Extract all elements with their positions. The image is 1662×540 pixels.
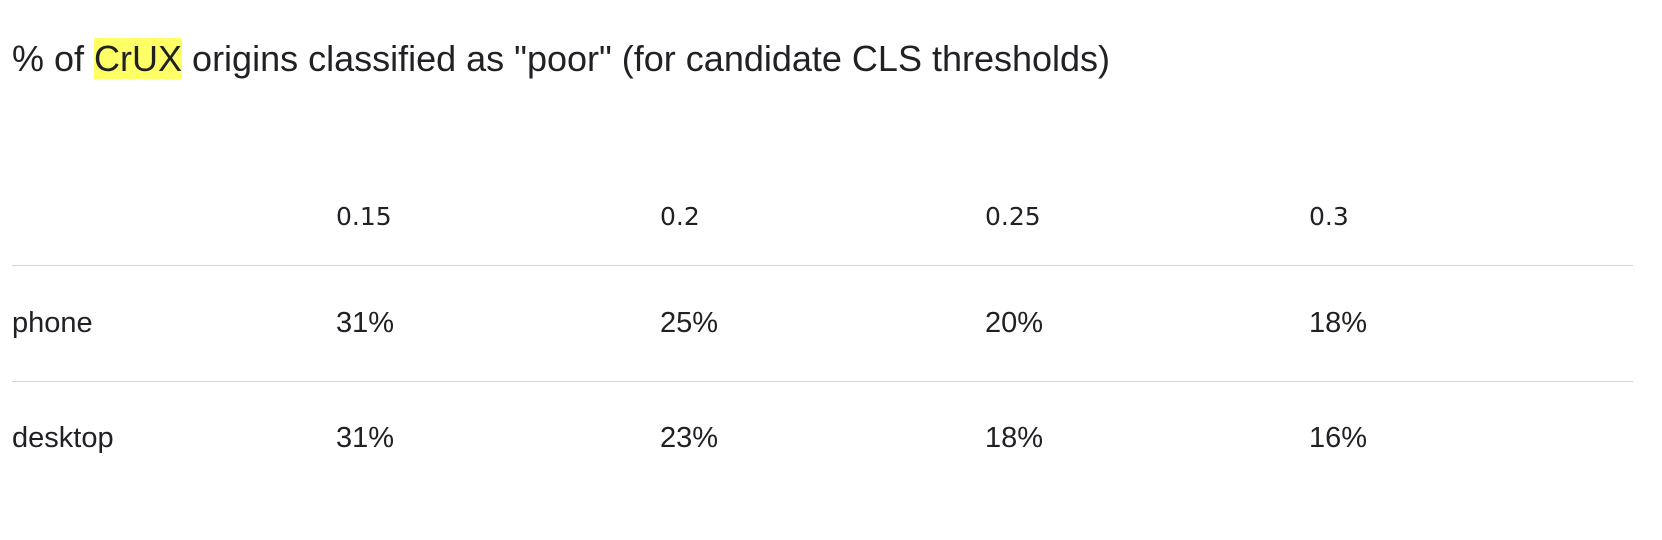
row-label: desktop bbox=[12, 422, 114, 454]
column-header: 0.15 bbox=[336, 202, 392, 231]
table-cell: 18% bbox=[1309, 307, 1368, 339]
table-cell: 25% bbox=[660, 307, 719, 339]
row-divider bbox=[12, 381, 1633, 382]
row-label: phone bbox=[12, 307, 93, 339]
table-cell: 18% bbox=[985, 422, 1044, 454]
table-cell: 31% bbox=[336, 307, 395, 339]
column-header: 0.2 bbox=[660, 202, 700, 231]
title-highlight: CrUX bbox=[94, 38, 183, 79]
column-header: 0.25 bbox=[985, 202, 1041, 231]
table-cell: 16% bbox=[1309, 422, 1368, 454]
title: % of CrUX origins classified as "poor" (fo… bbox=[12, 38, 1110, 80]
column-header: 0.3 bbox=[1309, 202, 1349, 231]
title-text: origins classified as "poor" (for candid… bbox=[192, 38, 1111, 79]
title-text: % of bbox=[12, 38, 85, 79]
row-divider bbox=[12, 265, 1633, 266]
table-cell: 20% bbox=[985, 307, 1044, 339]
table-cell: 31% bbox=[336, 422, 395, 454]
table-cell: 23% bbox=[660, 422, 719, 454]
